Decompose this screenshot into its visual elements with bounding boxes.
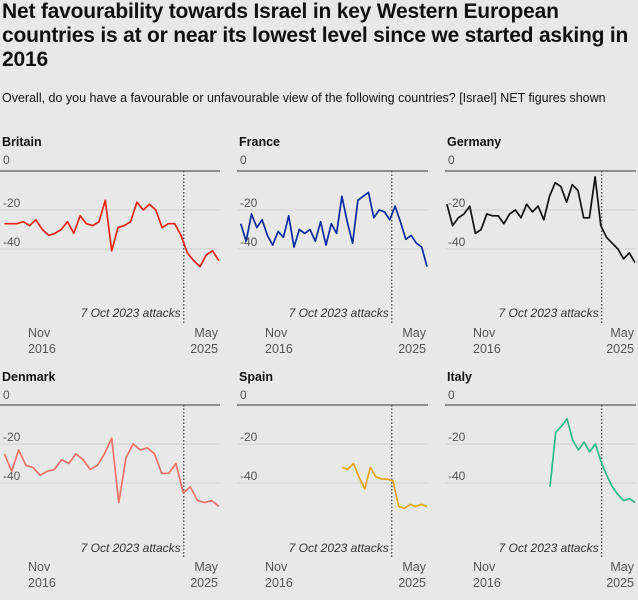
x-label-end-year: 2025 xyxy=(606,576,634,590)
x-label-end-year: 2025 xyxy=(190,342,218,356)
x-label-start-year: 2016 xyxy=(473,576,501,590)
x-label-start-year: 2016 xyxy=(265,576,293,590)
x-label-end-month: May xyxy=(610,326,634,340)
y-tick-label: -20 xyxy=(240,196,258,210)
y-tick-label: -40 xyxy=(448,235,466,249)
y-tick-label: -20 xyxy=(448,430,466,444)
x-label-end-month: May xyxy=(402,560,426,574)
y-tick-label: 0 xyxy=(3,153,10,167)
y-tick-label: -20 xyxy=(240,430,258,444)
x-label-start-month: Nov xyxy=(473,560,496,574)
x-label-end-month: May xyxy=(402,326,426,340)
panel-title-spain: Spain xyxy=(239,370,273,384)
x-label-start-month: Nov xyxy=(265,326,288,340)
panel-title-denmark: Denmark xyxy=(2,370,56,384)
y-tick-label: -20 xyxy=(448,196,466,210)
attack-annotation: 7 Oct 2023 attacks xyxy=(289,541,389,555)
x-label-end-year: 2025 xyxy=(398,342,426,356)
panel-title-britain: Britain xyxy=(2,135,42,149)
attack-annotation: 7 Oct 2023 attacks xyxy=(499,306,599,320)
x-label-end-month: May xyxy=(194,560,218,574)
chart-subtitle: Overall, do you have a favourable or unf… xyxy=(2,91,606,105)
x-label-start-month: Nov xyxy=(473,326,496,340)
x-label-start-year: 2016 xyxy=(28,576,56,590)
y-tick-label: -40 xyxy=(240,235,258,249)
x-label-end-month: May xyxy=(194,326,218,340)
x-label-end-year: 2025 xyxy=(190,576,218,590)
panel-title-germany: Germany xyxy=(447,135,501,149)
y-tick-label: -20 xyxy=(3,196,21,210)
y-tick-label: -40 xyxy=(3,469,21,483)
panel-title-italy: Italy xyxy=(447,370,472,384)
panel-denmark: Denmark 0 -20 -40 7 Oct 2023 attacks Nov 2016 M… xyxy=(0,370,220,590)
y-tick-label: -40 xyxy=(240,469,258,483)
attack-annotation: 7 Oct 2023 attacks xyxy=(81,541,181,555)
series-line-spain xyxy=(341,462,428,510)
y-tick-label: 0 xyxy=(240,153,247,167)
panel-britain: Britain 0 -20 -40 7 Oct 2023 attacks Nov 2016 M… xyxy=(0,135,220,356)
attack-annotation: 7 Oct 2023 attacks xyxy=(289,306,389,320)
chart-title: Net favourability towards Israel in key … xyxy=(2,0,629,71)
y-tick-label: 0 xyxy=(3,388,10,402)
x-label-start-month: Nov xyxy=(28,560,51,574)
x-label-end-year: 2025 xyxy=(606,342,634,356)
x-label-end-year: 2025 xyxy=(398,576,426,590)
y-tick-label: -40 xyxy=(3,235,21,249)
attack-annotation: 7 Oct 2023 attacks xyxy=(81,306,181,320)
series-line-denmark xyxy=(3,437,220,508)
y-tick-label: 0 xyxy=(240,388,247,402)
series-line-italy xyxy=(549,417,636,504)
y-tick-label: -20 xyxy=(3,430,21,444)
panel-title-france: France xyxy=(239,135,280,149)
x-label-start-year: 2016 xyxy=(473,342,501,356)
attack-annotation: 7 Oct 2023 attacks xyxy=(499,541,599,555)
x-label-start-month: Nov xyxy=(265,560,288,574)
series-line-france xyxy=(239,191,428,267)
x-label-start-year: 2016 xyxy=(265,342,293,356)
y-tick-label: 0 xyxy=(448,153,455,167)
y-tick-label: -40 xyxy=(448,469,466,483)
x-label-end-month: May xyxy=(610,560,634,574)
series-line-britain xyxy=(4,199,220,268)
x-label-start-month: Nov xyxy=(28,326,51,340)
series-line-germany xyxy=(446,175,636,264)
y-tick-label: 0 xyxy=(448,388,455,402)
x-label-start-year: 2016 xyxy=(28,342,56,356)
